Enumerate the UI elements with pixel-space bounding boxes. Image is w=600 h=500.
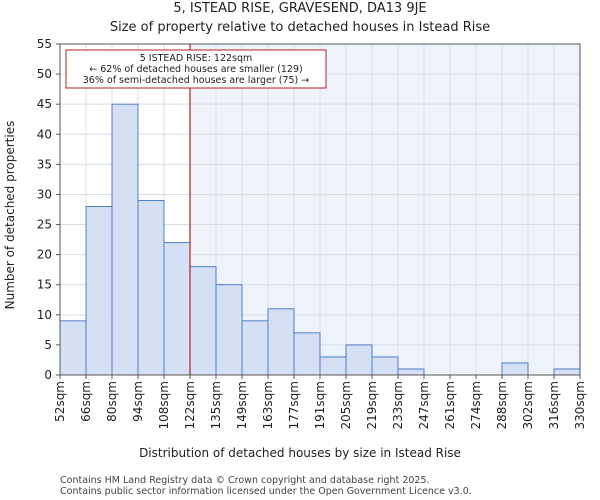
x-axis-label: Distribution of detached houses by size …	[139, 446, 461, 460]
bar	[215, 284, 243, 376]
x-tick-labels: 52sqm 66sqm 80sqm 94sqm 108sqm 122sqm 135sqm 14…	[53, 381, 587, 429]
chart-title: 5, ISTEAD RISE, GRAVESEND, DA13 9JE	[173, 1, 426, 16]
x-tick-label: 302sqm	[521, 381, 535, 429]
y-tick-label: 35	[37, 157, 52, 171]
bar	[189, 266, 217, 376]
y-tick-label: 20	[37, 248, 52, 262]
bar	[293, 332, 321, 376]
y-tick-label: 45	[37, 97, 52, 111]
x-tick-label: 135sqm	[209, 381, 223, 429]
chart-subtitle: Size of property relative to detached ho…	[110, 20, 490, 35]
bar	[85, 205, 113, 376]
y-tick-label: 50	[37, 67, 52, 81]
axes	[56, 43, 581, 379]
x-tick-label: 288sqm	[495, 381, 509, 429]
bar	[371, 356, 399, 376]
y-axis-label: Number of detached properties	[3, 121, 17, 310]
y-tick-label: 40	[37, 127, 52, 141]
bar	[111, 103, 139, 376]
bar	[553, 368, 581, 376]
x-tick-label: 108sqm	[157, 381, 171, 429]
x-tick-label: 80sqm	[105, 381, 119, 422]
x-tick-label: 330sqm	[573, 381, 587, 429]
x-tick-label: 191sqm	[313, 381, 327, 429]
bar	[267, 308, 295, 376]
x-tick-label: 122sqm	[183, 381, 197, 429]
footer-line-2: Contains public sector information licen…	[60, 486, 472, 497]
x-tick-label: 205sqm	[339, 381, 353, 429]
x-tick-label: 274sqm	[469, 381, 483, 429]
shaded-larger-region	[190, 44, 580, 375]
x-tick-label: 177sqm	[287, 381, 301, 429]
x-tick-label: 149sqm	[235, 381, 249, 429]
bar	[59, 320, 87, 376]
y-tick-label: 25	[37, 218, 52, 232]
annotation-box: 5 ISTEAD RISE: 122sqm ← 62% of detached …	[65, 49, 327, 89]
x-tick-label: 316sqm	[547, 381, 561, 429]
y-tick-label: 5	[44, 338, 52, 352]
y-tick-label: 10	[37, 308, 52, 322]
y-tick-label: 30	[37, 187, 52, 201]
x-tick-label: 261sqm	[443, 381, 457, 429]
annotation-line-2: ← 62% of detached houses are smaller (12…	[89, 64, 302, 75]
annotation-frame	[65, 49, 327, 89]
y-tick-label: 55	[37, 37, 52, 51]
y-tick-label: 15	[37, 278, 52, 292]
bar	[319, 356, 347, 376]
annotation-line-1: 5 ISTEAD RISE: 122sqm	[140, 53, 253, 64]
x-tick-label: 163sqm	[261, 381, 275, 429]
bar	[501, 362, 529, 376]
x-tick-label: 94sqm	[131, 381, 145, 422]
x-tick-label: 219sqm	[365, 381, 379, 429]
x-tick-label: 66sqm	[79, 381, 93, 422]
y-tick-label: 0	[44, 368, 52, 382]
footer-line-1: Contains HM Land Registry data © Crown c…	[60, 475, 430, 486]
bar	[137, 199, 165, 376]
bar	[241, 320, 269, 376]
x-tick-label: 247sqm	[417, 381, 431, 429]
bar	[163, 242, 191, 376]
bar	[397, 368, 425, 376]
bar	[345, 344, 373, 376]
x-tick-label: 233sqm	[391, 381, 405, 429]
y-tick-labels: 0 5 10 15 20 25 30 35 40 45 50 55	[37, 37, 52, 382]
annotation-line-3: 36% of semi-detached houses are larger (…	[83, 75, 310, 86]
x-tick-label: 52sqm	[53, 381, 67, 422]
bars	[59, 103, 581, 376]
